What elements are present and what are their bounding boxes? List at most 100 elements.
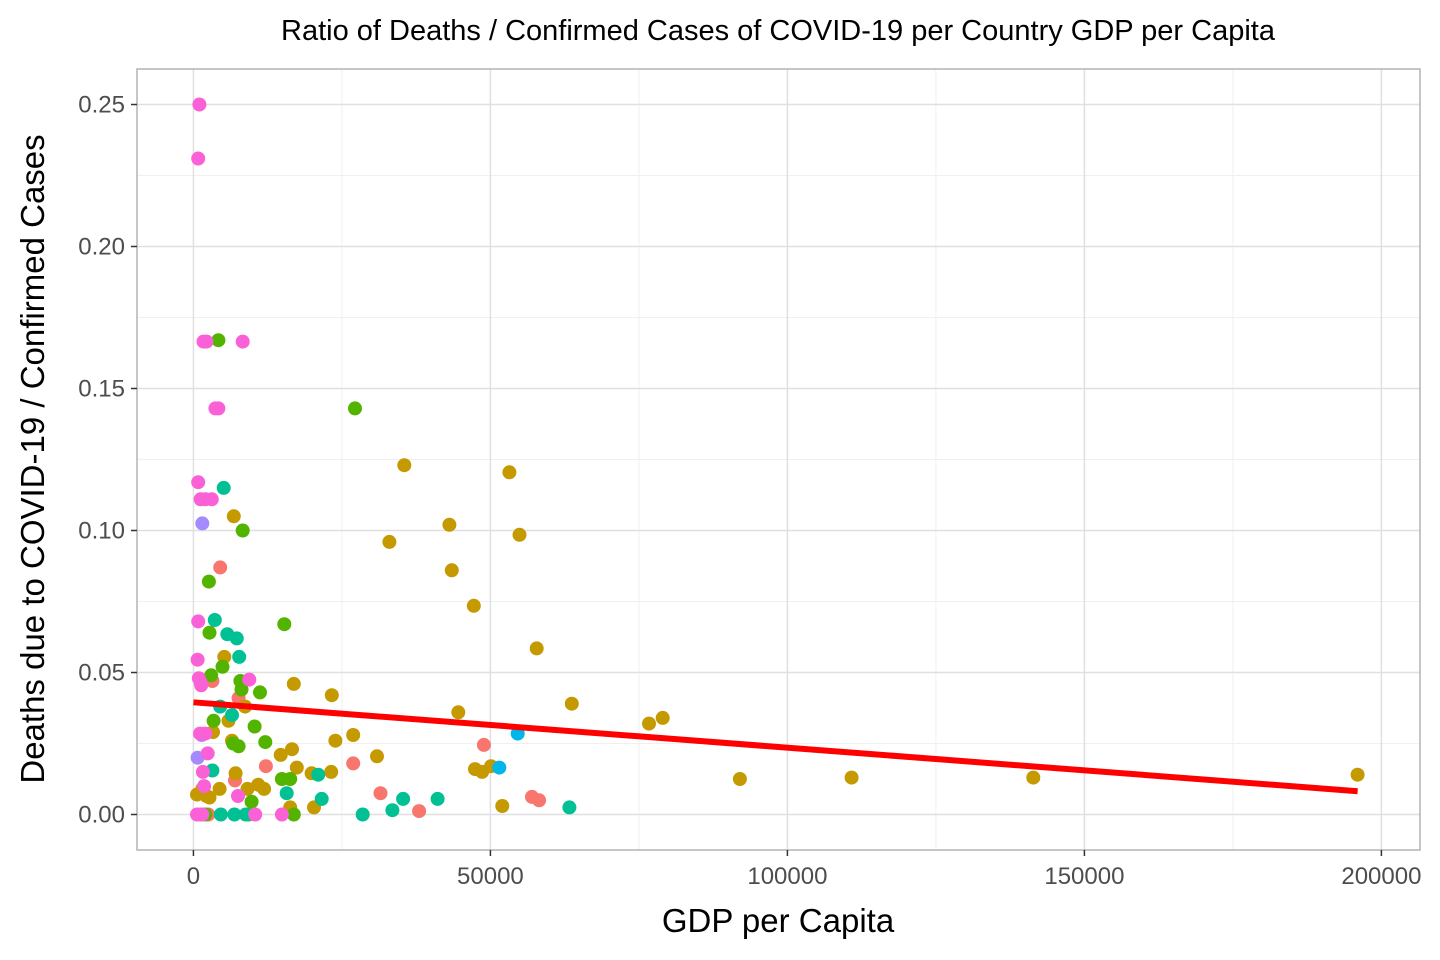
data-point (289, 760, 304, 775)
data-point (195, 764, 210, 779)
data-point (274, 807, 289, 822)
x-tick-label: 200000 (1341, 863, 1421, 890)
x-tick-label: 0 (187, 863, 200, 890)
minor-gridlines (137, 69, 1420, 850)
data-point (285, 742, 299, 757)
data-point (1350, 767, 1365, 782)
data-point (258, 735, 273, 750)
data-point (248, 807, 263, 822)
data-point (215, 659, 230, 674)
data-point (258, 759, 273, 774)
data-point (311, 767, 326, 782)
x-axis: 0 50000 100000 150000 200000 (187, 850, 1421, 890)
data-point (492, 760, 507, 775)
data-point (370, 749, 384, 764)
data-point (444, 563, 459, 578)
data-points (190, 97, 1365, 822)
data-point (346, 756, 361, 771)
data-point (286, 676, 301, 691)
data-point (314, 791, 329, 806)
data-point (244, 794, 259, 809)
data-point (204, 668, 219, 683)
trend-line (193, 699, 1358, 795)
data-point (202, 625, 217, 640)
data-point (451, 705, 466, 720)
data-point (228, 766, 243, 781)
data-point (200, 746, 215, 761)
data-point (216, 480, 231, 495)
data-point (642, 716, 656, 731)
y-tick-label: 0.05 (78, 660, 125, 687)
data-point (229, 631, 244, 646)
data-point (191, 614, 206, 629)
y-axis: 0.00 0.05 0.10 0.15 0.20 0.25 (78, 92, 137, 829)
plot-panel-border (136, 68, 1421, 851)
data-point (396, 791, 411, 806)
x-tick-label: 150000 (1044, 863, 1124, 890)
data-point (475, 764, 490, 779)
data-point (844, 770, 859, 785)
chart-title: Ratio of Deaths / Confirmed Cases of COV… (281, 15, 1276, 47)
data-point (207, 613, 222, 627)
data-point (279, 786, 294, 801)
data-point (324, 764, 339, 779)
data-point (213, 560, 228, 575)
data-point (211, 333, 226, 348)
data-point (385, 803, 400, 818)
y-tick-label: 0.20 (78, 234, 125, 261)
data-point (324, 688, 339, 703)
data-point (382, 534, 397, 549)
data-point (226, 509, 241, 524)
data-point (466, 598, 481, 613)
data-point (191, 151, 206, 166)
data-point (397, 458, 412, 473)
data-point (355, 807, 370, 822)
data-point (529, 641, 544, 656)
data-point (562, 800, 577, 815)
y-tick-label: 0.10 (78, 518, 125, 545)
data-point (655, 710, 670, 725)
x-axis-title: GDP per Capita (662, 902, 895, 939)
y-axis-title: Deaths due to COVID-19 / Confirmed Cases (14, 134, 51, 783)
data-point (195, 807, 210, 822)
data-point (247, 719, 262, 734)
x-tick-label: 50000 (457, 863, 524, 890)
data-point (204, 492, 219, 507)
y-tick-label: 0.15 (78, 376, 125, 403)
data-point (198, 726, 213, 741)
data-point (283, 772, 298, 786)
data-point (191, 475, 206, 490)
data-point (532, 793, 547, 808)
data-point (197, 779, 212, 794)
data-point (348, 401, 362, 416)
data-point (231, 789, 245, 803)
data-point (213, 807, 228, 822)
data-point (257, 781, 272, 796)
data-point (564, 696, 579, 711)
data-point (442, 517, 457, 532)
data-point (430, 791, 445, 806)
data-point (502, 465, 517, 480)
data-point (234, 682, 249, 697)
data-point (192, 97, 207, 112)
y-tick-label: 0.25 (78, 92, 125, 119)
data-point (277, 617, 292, 632)
data-point (253, 685, 267, 700)
data-point (211, 401, 226, 416)
data-point (286, 807, 301, 822)
x-tick-label: 100000 (747, 863, 827, 890)
data-point (201, 574, 216, 589)
data-point (273, 747, 288, 762)
data-point (195, 516, 210, 531)
data-point (225, 708, 239, 723)
data-point (512, 527, 527, 542)
data-point (232, 649, 247, 664)
major-gridlines (137, 69, 1420, 850)
data-point (1026, 770, 1041, 785)
data-point (495, 799, 510, 813)
data-point (212, 781, 227, 796)
data-point (206, 713, 221, 728)
data-point (202, 790, 217, 805)
data-point (412, 804, 427, 819)
